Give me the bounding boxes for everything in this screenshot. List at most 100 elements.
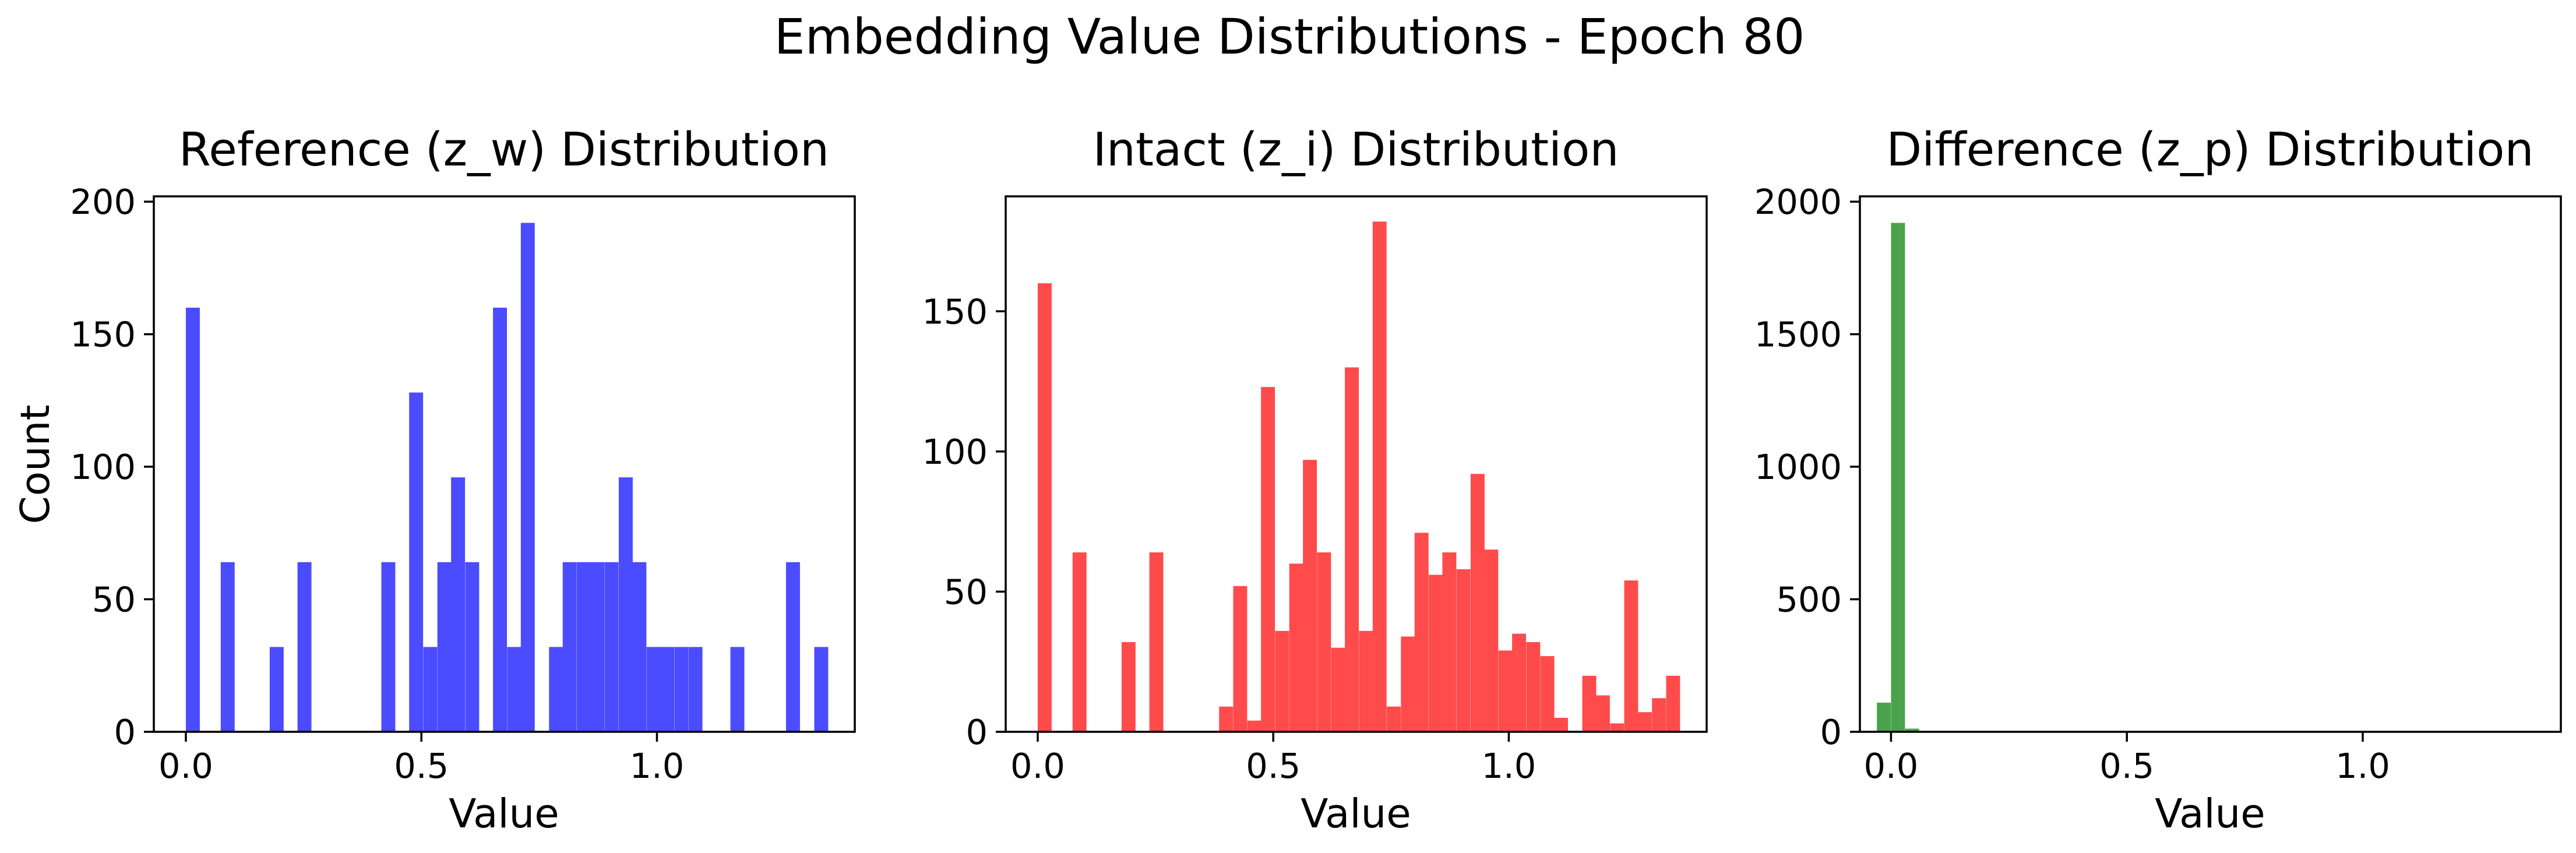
difference-x-axis-label: Value <box>2155 791 2265 837</box>
intact-histogram-bar <box>1345 367 1359 732</box>
reference-y-axis-label: Count <box>12 405 59 524</box>
difference-y-tick-label: 500 <box>1776 580 1842 620</box>
intact-histogram-bar <box>1540 656 1555 732</box>
reference-histogram-bar <box>618 477 633 732</box>
intact-histogram-bar <box>1526 642 1541 732</box>
intact-histogram-bar <box>1401 636 1415 732</box>
reference-plot-frame <box>153 195 856 733</box>
reference-plot-title: Reference (z_w) Distribution <box>179 123 829 177</box>
reference-histogram-bar <box>660 647 675 732</box>
intact-histogram-bar <box>1037 283 1052 732</box>
reference-histogram-bar <box>220 562 235 732</box>
intact-histogram-bar <box>1317 552 1331 732</box>
difference-x-tick-label: 0.5 <box>2099 746 2154 786</box>
reference-histogram-bar <box>185 308 200 732</box>
intact-histogram-bar <box>1372 221 1387 732</box>
reference-x-axis-label: Value <box>449 791 559 837</box>
intact-histogram-bar <box>1666 675 1680 732</box>
reference-axis-ticks: 0.0 0.5 1.0 0 50 100 150 200 <box>70 182 684 786</box>
intact-histogram-bar <box>1331 647 1345 732</box>
intact-y-tick-label: 150 <box>922 291 988 332</box>
reference-distribution-panel: 0.0 0.5 1.0 0 50 100 150 200 Reference (z_w) Di… <box>12 123 856 837</box>
reference-histogram-bar <box>646 647 661 732</box>
intact-histogram-bar <box>1456 569 1471 732</box>
reference-histogram-bar <box>409 392 424 732</box>
intact-histogram-bar <box>1414 533 1429 732</box>
reference-histogram-bar <box>493 308 508 732</box>
intact-histogram-bar <box>1484 549 1499 732</box>
reference-histogram-bar <box>590 562 605 732</box>
intact-histogram-bar <box>1470 474 1485 732</box>
reference-histogram-bar <box>507 647 521 732</box>
intact-histogram-bar <box>1554 717 1568 732</box>
intact-x-tick-label: 0.5 <box>1246 746 1301 786</box>
difference-y-tick-label: 1000 <box>1754 447 1842 487</box>
intact-y-tick-label: 50 <box>944 572 988 612</box>
intact-histogram-bar <box>1233 586 1248 732</box>
intact-histogram-bar <box>1652 698 1666 732</box>
difference-histogram-bar <box>1891 223 1905 732</box>
reference-histogram-bar <box>562 562 577 732</box>
reference-histogram-bar <box>688 647 703 732</box>
reference-histogram-bar <box>423 647 438 732</box>
reference-histogram-bar <box>297 562 312 732</box>
intact-histogram-bar <box>1442 552 1457 732</box>
difference-distribution-panel: 0.0 0.5 1.0 0 500 1000 1500 2000 Difference (z_… <box>1754 123 2562 837</box>
reference-histogram-bar <box>269 647 284 732</box>
intact-y-tick-label: 100 <box>922 432 988 472</box>
reference-histogram-bar <box>520 223 535 732</box>
reference-x-tick-label: 0.0 <box>158 746 213 786</box>
intact-histogram-bar <box>1429 574 1443 732</box>
intact-x-tick-label: 0.0 <box>1010 746 1065 786</box>
intact-histogram-bar <box>1289 563 1303 732</box>
difference-axis-ticks: 0.0 0.5 1.0 0 500 1000 1500 2000 <box>1754 182 2390 786</box>
difference-y-tick-label: 1500 <box>1754 315 1842 355</box>
reference-y-tick-label: 0 <box>114 712 136 752</box>
difference-histogram-bar <box>1905 728 1919 732</box>
intact-histogram-bar <box>1275 630 1289 732</box>
difference-histogram-bar <box>1877 702 1891 732</box>
reference-y-tick-label: 50 <box>92 580 136 620</box>
reference-histogram-bar <box>604 562 619 732</box>
reference-histogram-bar <box>577 562 591 732</box>
reference-histogram-bar <box>549 647 563 732</box>
intact-histogram-bar <box>1359 630 1373 732</box>
difference-bars <box>1877 223 1919 732</box>
intact-plot-frame <box>1005 195 1708 733</box>
intact-histogram-bar <box>1512 633 1527 732</box>
reference-x-tick-label: 0.5 <box>394 746 449 786</box>
intact-histogram-bar <box>1247 720 1261 732</box>
intact-y-tick-label: 0 <box>965 712 988 752</box>
intact-x-tick-label: 1.0 <box>1482 746 1537 786</box>
intact-histogram-bar <box>1582 675 1597 732</box>
intact-plot-title: Intact (z_i) Distribution <box>1093 123 1619 177</box>
reference-y-tick-label: 200 <box>70 182 136 222</box>
intact-distribution-panel: 0.0 0.5 1.0 0 50 100 150 Intact (z_i) Distribu… <box>922 123 1708 837</box>
difference-plot-title: Difference (z_p) Distribution <box>1886 123 2533 177</box>
difference-y-tick-label: 2000 <box>1754 182 1842 222</box>
intact-bars <box>1037 221 1680 732</box>
intact-histogram-bar <box>1624 580 1638 732</box>
intact-histogram-bar <box>1387 706 1401 732</box>
reference-y-tick-label: 100 <box>70 447 136 487</box>
reference-histogram-bar <box>785 562 800 732</box>
reference-histogram-bar <box>451 477 466 732</box>
reference-y-tick-label: 150 <box>70 315 136 355</box>
intact-histogram-bar <box>1219 706 1234 732</box>
difference-x-tick-label: 0.0 <box>1864 746 1919 786</box>
reference-bars <box>185 223 829 732</box>
difference-y-tick-label: 0 <box>1820 712 1842 752</box>
reference-histogram-bar <box>814 647 829 732</box>
intact-histogram-bar <box>1637 712 1652 732</box>
intact-histogram-bar <box>1072 552 1087 732</box>
reference-x-tick-label: 1.0 <box>630 746 685 786</box>
reference-histogram-bar <box>437 562 452 732</box>
intact-x-axis-label: Value <box>1301 791 1411 837</box>
intact-histogram-bar <box>1303 460 1317 732</box>
difference-plot-frame <box>1859 195 2562 733</box>
intact-axis-ticks: 0.0 0.5 1.0 0 50 100 150 <box>922 291 1536 786</box>
reference-histogram-bar <box>465 562 480 732</box>
intact-histogram-bar <box>1498 650 1513 732</box>
reference-histogram-bar <box>730 647 745 732</box>
intact-histogram-bar <box>1610 723 1624 732</box>
